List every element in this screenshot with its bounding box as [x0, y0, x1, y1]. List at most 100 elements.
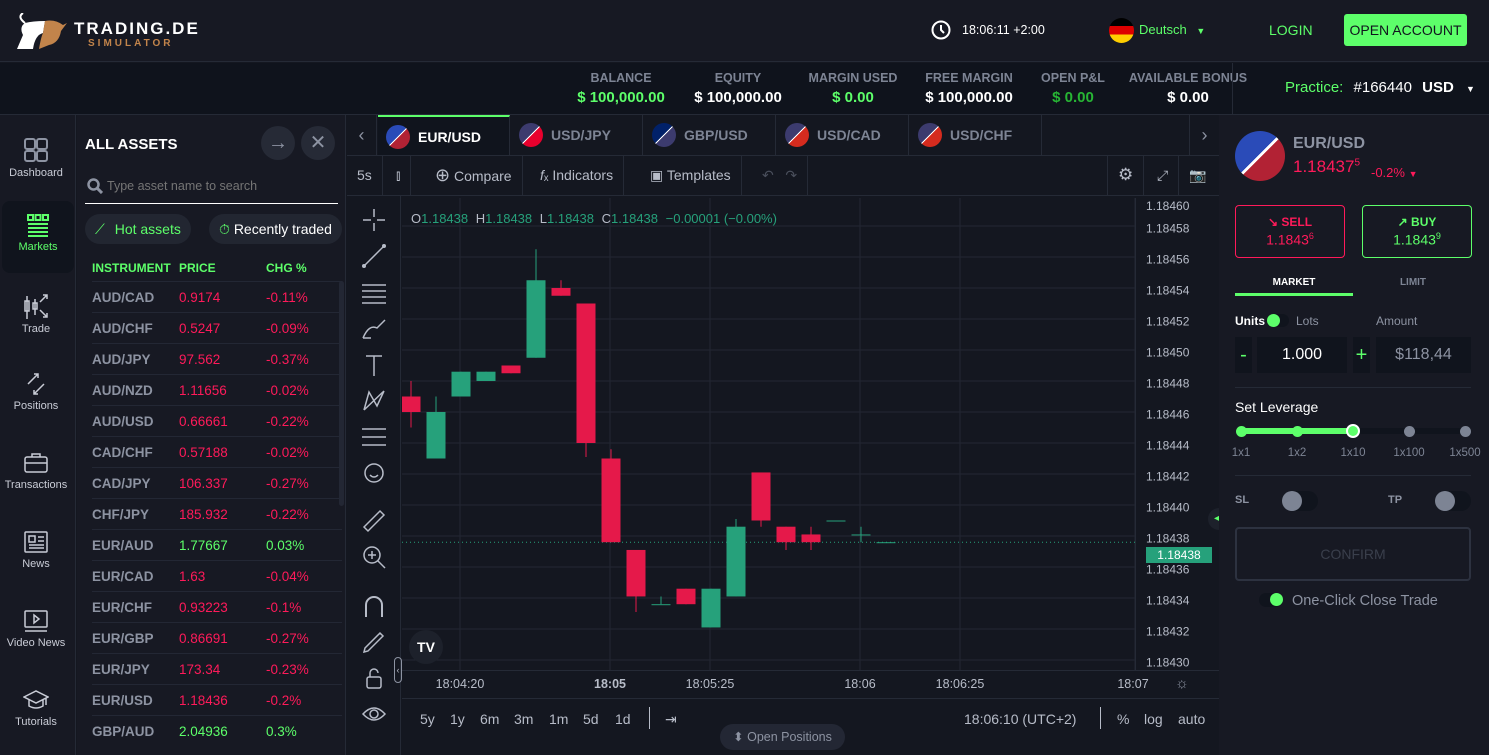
leverage-stop[interactable]: [1291, 425, 1303, 437]
brightness-icon[interactable]: ☼: [1175, 675, 1189, 692]
open-account-button[interactable]: OPEN ACCOUNT: [1344, 14, 1467, 46]
asset-row[interactable]: AUD/JPY 97.562 -0.37%: [92, 343, 342, 374]
quantity-input[interactable]: 1.000: [1257, 337, 1347, 373]
horizontal-lines-icon[interactable]: [361, 280, 387, 306]
lock-icon[interactable]: [361, 665, 387, 691]
chart-type-button[interactable]: ⫾: [386, 155, 412, 195]
range-5y[interactable]: 5y: [420, 711, 435, 727]
trend-line-icon[interactable]: [361, 243, 387, 269]
sidebar-item-transactions[interactable]: Transactions: [0, 439, 72, 511]
sidebar-item-news[interactable]: News: [0, 518, 72, 590]
asset-row[interactable]: CAD/JPY 106.337 -0.27%: [92, 467, 342, 498]
range-6m[interactable]: 6m: [480, 711, 500, 727]
open-positions-button[interactable]: ⬍ Open Positions: [720, 724, 845, 750]
brush-icon[interactable]: [361, 316, 387, 342]
ruler-icon[interactable]: [361, 508, 387, 534]
increase-button[interactable]: +: [1353, 337, 1370, 373]
undo-redo[interactable]: ↶ ↷: [752, 155, 809, 195]
leverage-stop[interactable]: [1346, 424, 1360, 438]
asset-row[interactable]: AUD/NZD 1.11656 -0.02%: [92, 374, 342, 405]
leverage-stop[interactable]: [1235, 425, 1247, 437]
asset-row[interactable]: EUR/AUD 1.77667 0.03%: [92, 529, 342, 560]
asset-row[interactable]: CAD/CHF 0.57188 -0.02%: [92, 436, 342, 467]
sidebar-item-tutorials[interactable]: Tutorials: [0, 676, 72, 748]
log-toggle[interactable]: log: [1144, 711, 1163, 727]
crosshair-icon[interactable]: [361, 207, 387, 233]
calendar-goto-icon[interactable]: ⇥: [665, 711, 677, 727]
zoom-in-icon[interactable]: [361, 544, 387, 570]
tab-usd-chf[interactable]: USD/CHF: [910, 115, 1042, 155]
range-1d[interactable]: 1d: [615, 711, 631, 727]
range-1m[interactable]: 1m: [549, 711, 569, 727]
asset-row[interactable]: EUR/GBP 0.86691 -0.27%: [92, 622, 342, 653]
percent-toggle[interactable]: %: [1117, 711, 1130, 727]
interval-button[interactable]: 5s: [347, 155, 383, 195]
leverage-stop[interactable]: [1403, 425, 1415, 437]
range-1y[interactable]: 1y: [450, 711, 465, 727]
buy-button[interactable]: ↗ BUY 1.18439: [1362, 205, 1472, 258]
tab-usd-cad[interactable]: USD/CAD: [777, 115, 909, 155]
sl-toggle[interactable]: [1282, 491, 1318, 511]
scrollbar[interactable]: [339, 281, 344, 506]
expand-arrow-button[interactable]: →: [261, 126, 295, 160]
compare-button[interactable]: ⊕ Compare: [425, 155, 523, 195]
magnet-icon[interactable]: [361, 593, 387, 619]
pencil-lock-icon[interactable]: [361, 629, 387, 655]
confirm-button[interactable]: CONFIRM: [1235, 527, 1471, 581]
candlestick-chart[interactable]: [402, 198, 1135, 670]
sidebar-item-video-news[interactable]: Video News: [0, 597, 72, 669]
fullscreen-button[interactable]: ⤢: [1147, 155, 1180, 195]
settings-button[interactable]: ⚙: [1107, 155, 1145, 195]
sell-button[interactable]: ↘ SELL 1.18436: [1235, 205, 1345, 258]
range-3m[interactable]: 3m: [514, 711, 534, 727]
tab-eur-usd[interactable]: EUR/USD: [378, 115, 510, 155]
tabs-next-button[interactable]: ›: [1189, 115, 1219, 155]
undo-icon[interactable]: ↶: [762, 167, 774, 183]
tradingview-logo[interactable]: TV: [409, 630, 443, 664]
asset-row[interactable]: EUR/USD 1.18436 -0.2%: [92, 684, 342, 715]
tabs-prev-button[interactable]: ‹: [347, 115, 377, 155]
account-select[interactable]: Practice: #166440 USD ▼: [1285, 79, 1475, 96]
tp-toggle[interactable]: [1435, 491, 1471, 511]
screenshot-button[interactable]: 📷: [1179, 155, 1216, 195]
units-lots-toggle[interactable]: [1267, 314, 1289, 327]
tab-limit[interactable]: LIMIT: [1399, 277, 1427, 288]
leverage-stop[interactable]: [1459, 425, 1471, 437]
decrease-button[interactable]: -: [1235, 337, 1252, 373]
asset-row[interactable]: EUR/CHF 0.93223 -0.1%: [92, 591, 342, 622]
collapse-tools-button[interactable]: ‹: [394, 657, 402, 683]
asset-search-input[interactable]: [107, 175, 337, 197]
auto-toggle[interactable]: auto: [1178, 711, 1206, 727]
eye-icon[interactable]: [361, 701, 387, 727]
close-button[interactable]: ✕: [301, 126, 335, 160]
redo-icon[interactable]: ↷: [785, 167, 798, 183]
asset-row[interactable]: AUD/USD 0.66661 -0.22%: [92, 405, 342, 436]
pattern-icon[interactable]: [361, 388, 387, 414]
asset-row[interactable]: EUR/JPY 173.34 -0.23%: [92, 653, 342, 684]
emoji-icon[interactable]: [361, 460, 387, 486]
forecast-icon[interactable]: [361, 424, 387, 450]
asset-row[interactable]: AUD/CAD 0.9174 -0.11%: [92, 281, 342, 312]
range-5d[interactable]: 5d: [583, 711, 599, 727]
indicators-button[interactable]: fₓ Indicators: [530, 155, 625, 195]
asset-row[interactable]: EUR/CAD 1.63 -0.04%: [92, 560, 342, 591]
sidebar-item-dashboard[interactable]: Dashboard: [0, 125, 72, 197]
asset-row[interactable]: GBP/AUD 2.04936 0.3%: [92, 715, 342, 746]
price-axis[interactable]: 1.18460 1.18458 1.18456 1.18454 1.18452 1.184…: [1135, 198, 1219, 670]
recently-traded-chip[interactable]: ⏱ Recently traded: [209, 214, 342, 244]
sidebar-item-markets[interactable]: Markets: [2, 201, 74, 273]
hot-assets-chip[interactable]: ⟋ Hot assets: [85, 214, 191, 244]
sidebar-item-positions[interactable]: Positions: [0, 360, 72, 432]
tab-market[interactable]: MARKET: [1272, 277, 1316, 288]
sidebar-item-trade[interactable]: Trade: [0, 281, 72, 353]
login-button[interactable]: LOGIN: [1269, 22, 1313, 38]
asset-row[interactable]: AUD/CHF 0.5247 -0.09%: [92, 312, 342, 343]
amount-input[interactable]: $118,44: [1376, 337, 1471, 373]
asset-row[interactable]: CHF/JPY 185.932 -0.22%: [92, 498, 342, 529]
tab-gbp-usd[interactable]: GBP/USD: [644, 115, 776, 155]
one-click-toggle[interactable]: [1259, 593, 1283, 607]
templates-button[interactable]: ▣ Templates: [640, 155, 742, 195]
tab-usd-jpy[interactable]: USD/JPY: [511, 115, 643, 155]
time-display[interactable]: 18:06:10 (UTC+2): [964, 711, 1077, 727]
text-icon[interactable]: [361, 352, 387, 378]
